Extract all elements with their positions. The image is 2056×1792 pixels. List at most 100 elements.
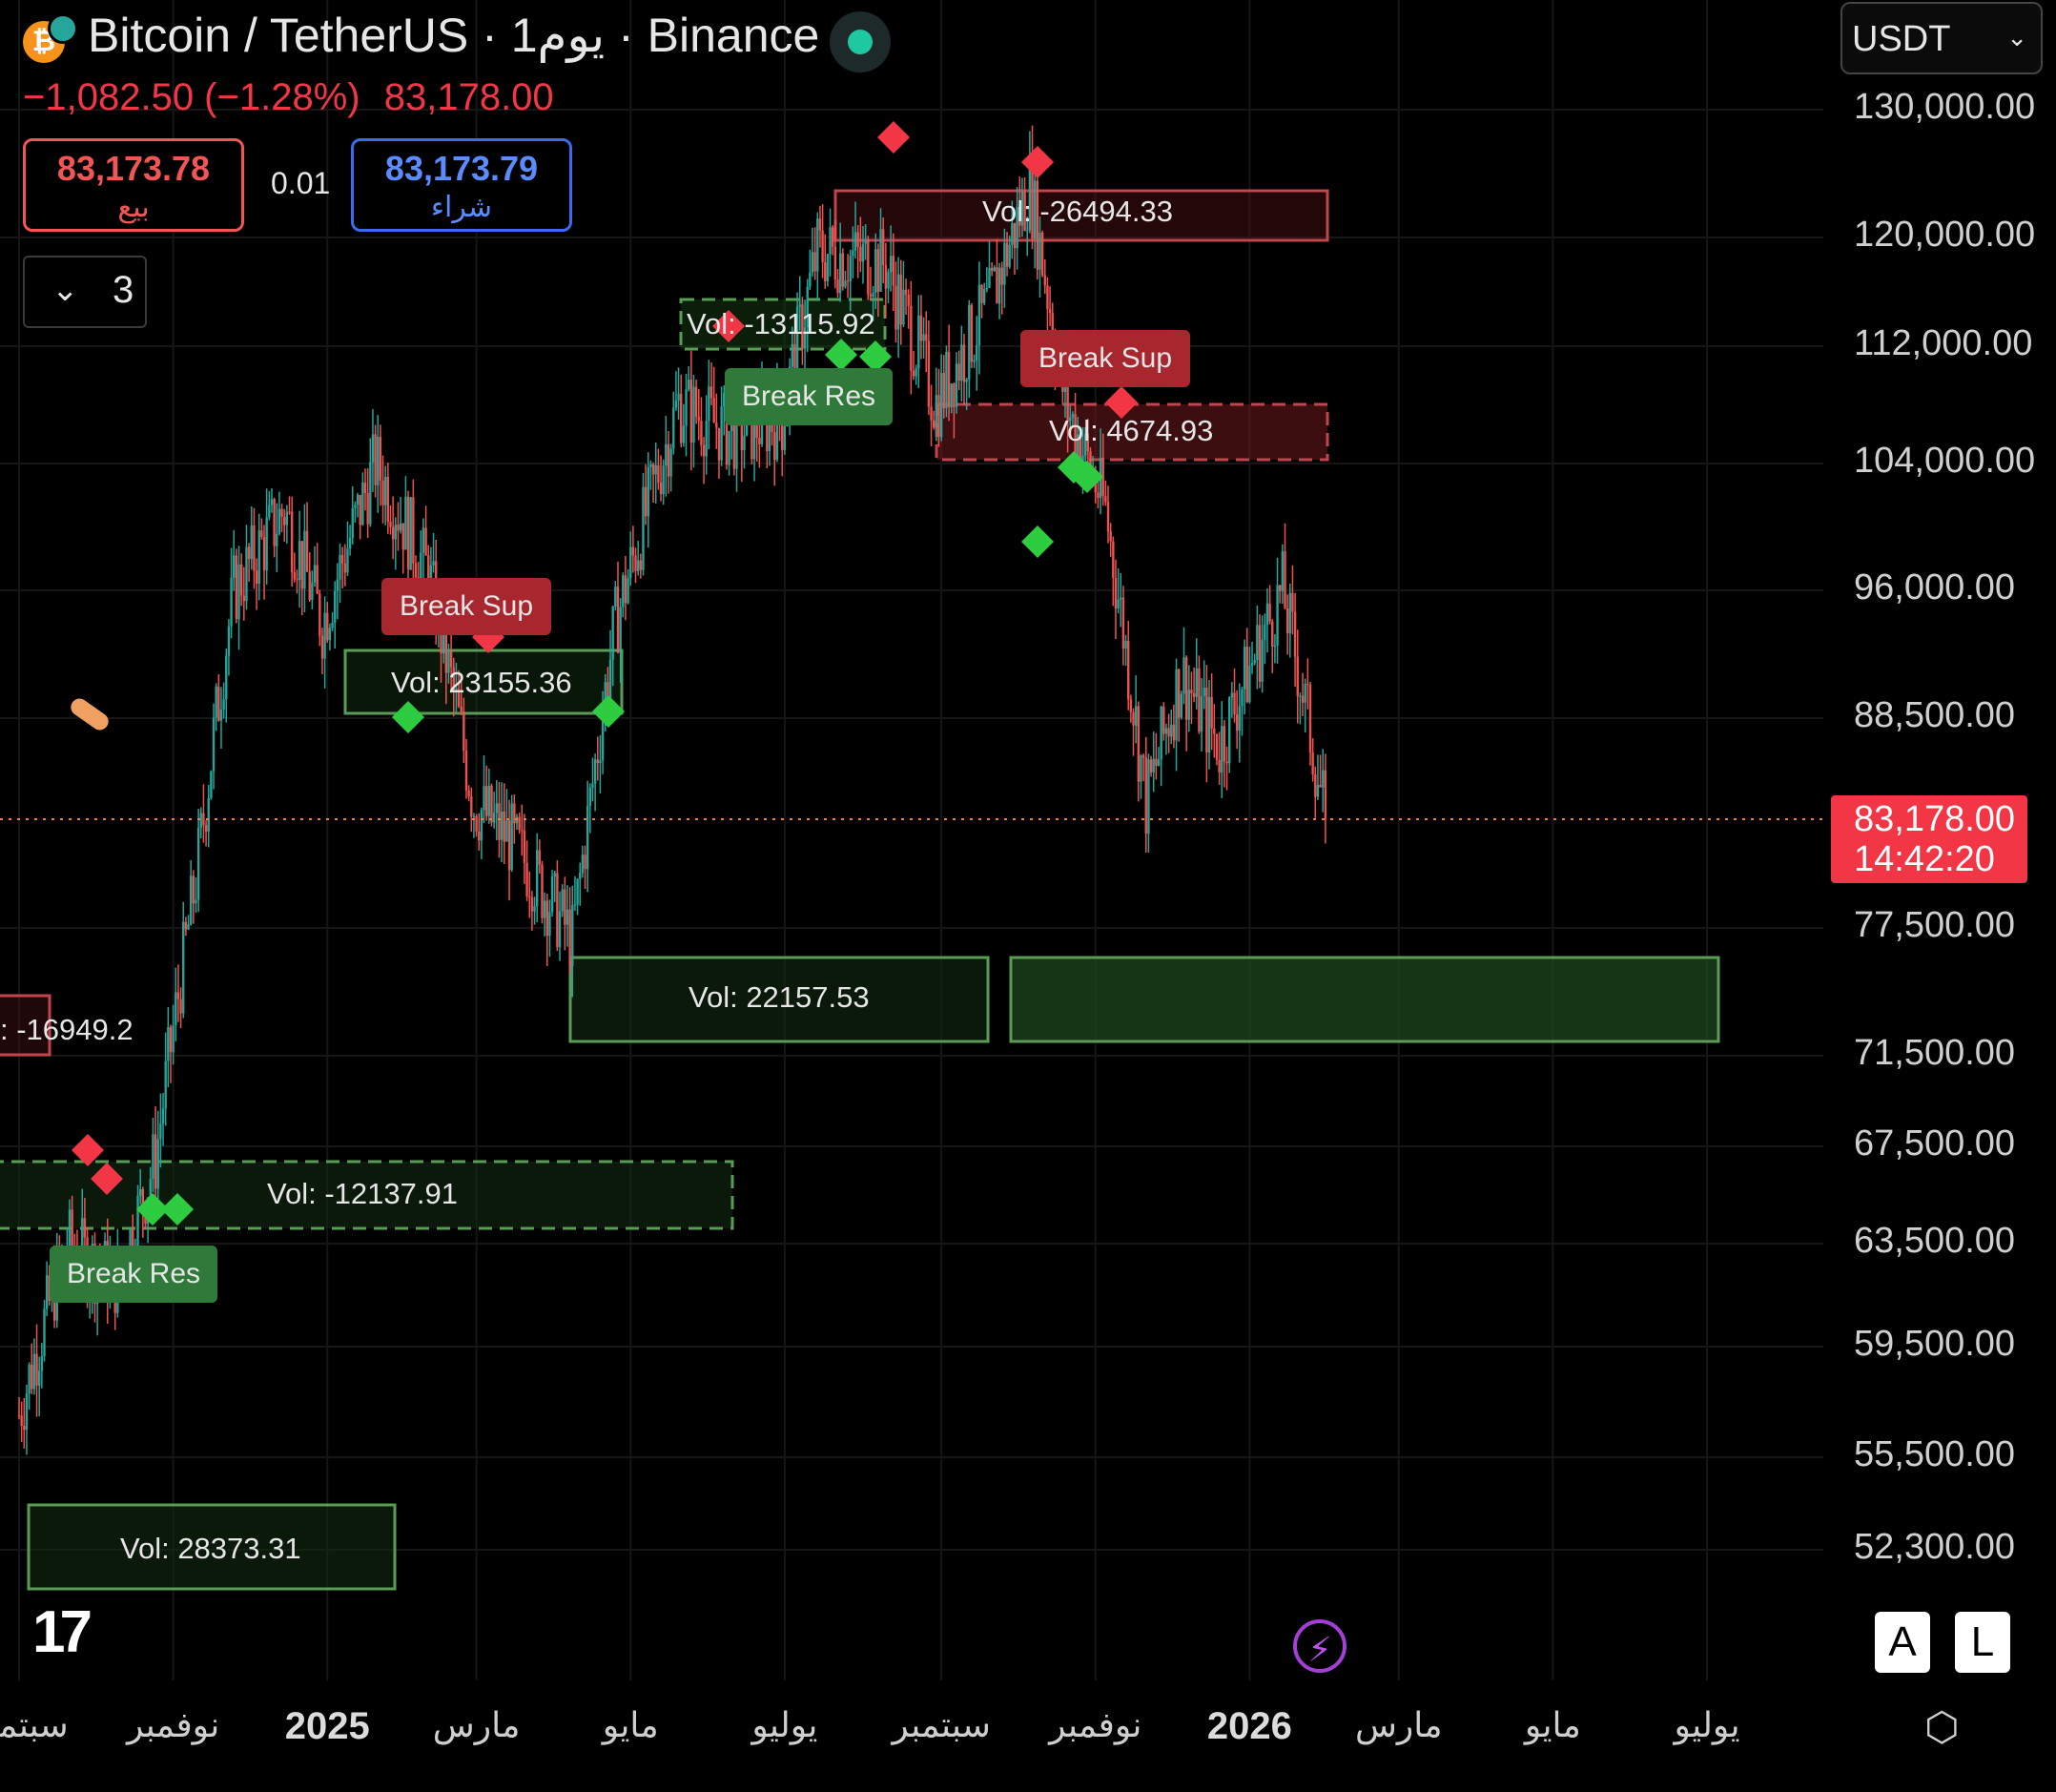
indicator-collapse-button[interactable]: ⌄ 3 [23, 256, 147, 328]
log-scale-button[interactable]: L [1955, 1612, 2010, 1673]
candle-body [750, 394, 753, 460]
candle [550, 870, 554, 917]
sell-button[interactable]: 83,173.78 بيع [23, 138, 244, 232]
candle [1301, 672, 1305, 717]
candle-body [1203, 687, 1205, 696]
candle [1140, 753, 1142, 799]
candle [156, 1110, 159, 1211]
candle [28, 1362, 31, 1410]
candle-body [864, 238, 867, 244]
currency-select[interactable]: USDT ⌄ [1840, 2, 2043, 74]
candle-body [1192, 692, 1196, 697]
spread-value: 0.01 [271, 166, 331, 200]
candle-body [1261, 639, 1264, 682]
candle-body [965, 379, 968, 382]
candle [853, 201, 857, 258]
zone-label: Vol: -13115.92 [687, 307, 875, 340]
candle [1018, 176, 1021, 238]
candle-body [386, 476, 390, 523]
candle-body [215, 686, 217, 718]
candle [278, 491, 281, 536]
market-status-icon[interactable] [830, 11, 891, 72]
candle-body [472, 815, 476, 817]
buy-button[interactable]: 83,173.79 شراء [351, 138, 572, 232]
candle [1141, 753, 1145, 782]
candle [576, 877, 579, 916]
candle-body [399, 523, 402, 531]
candle-body [844, 280, 847, 287]
candle-body [957, 363, 960, 381]
candle [806, 278, 809, 352]
candle [202, 784, 205, 843]
symbol-title[interactable]: Bitcoin / TetherUS · 1يوم · Binance [88, 9, 820, 62]
gear-icon[interactable]: ⬡ [1924, 1704, 1960, 1749]
lightning-icon[interactable]: ⚡ [1293, 1619, 1347, 1673]
candle [237, 546, 240, 650]
candle-body [71, 1209, 73, 1248]
candle [296, 569, 298, 594]
candle-body [460, 706, 463, 712]
candle [175, 967, 177, 1041]
price-axis-label: 120,000.00 [1854, 215, 2036, 255]
candle-body [247, 546, 251, 560]
candle [1175, 658, 1178, 772]
candle [152, 1117, 154, 1193]
candle [677, 367, 680, 421]
candle [432, 532, 435, 573]
demand-zone [1009, 956, 1720, 1043]
candle-body [1074, 414, 1077, 458]
candle-body [743, 435, 746, 450]
auto-scale-button[interactable]: A [1875, 1612, 1930, 1673]
candle [910, 280, 913, 395]
candle-body [176, 992, 180, 999]
candle-body [37, 1370, 41, 1386]
candle-body [1205, 687, 1208, 752]
candle [1013, 222, 1017, 276]
candle [308, 552, 311, 603]
candle [1311, 738, 1314, 782]
candle-body [912, 370, 915, 377]
candle [195, 876, 197, 914]
candle-body [1018, 206, 1021, 226]
candle [397, 502, 400, 551]
candle [189, 859, 193, 926]
candle [1279, 584, 1282, 604]
candle [1000, 261, 1003, 315]
candle-body [1129, 699, 1133, 712]
candle [548, 899, 551, 958]
price-axis-label: 63,500.00 [1854, 1221, 2016, 1261]
candle [1203, 660, 1205, 710]
indicator-count: 3 [113, 269, 134, 311]
candle [452, 657, 455, 717]
candle [1033, 168, 1037, 269]
candle-body [859, 246, 862, 262]
candle [470, 787, 473, 833]
candle-body [593, 759, 597, 784]
candle-body [1036, 180, 1039, 270]
candle-body [576, 878, 579, 905]
candle [1121, 586, 1125, 666]
candle [1023, 176, 1026, 232]
candle-body [1000, 267, 1003, 285]
candle-body [1141, 755, 1145, 758]
candle-body [985, 288, 989, 290]
candle-body [521, 830, 524, 832]
candle [651, 462, 655, 504]
candle [260, 518, 263, 540]
candle [1180, 690, 1183, 720]
candle [694, 379, 698, 424]
candle-body [483, 786, 485, 811]
candle-body [955, 363, 958, 407]
candle-body [1175, 669, 1178, 741]
candle [1069, 404, 1072, 433]
time-axis-label: مايو [602, 1705, 659, 1744]
candle-body [420, 552, 422, 586]
candle-body [662, 465, 665, 495]
candle [861, 226, 865, 284]
candle [300, 541, 303, 616]
candle [359, 494, 361, 540]
candle [1008, 236, 1011, 269]
candle [495, 780, 498, 841]
candle-body [550, 876, 554, 913]
